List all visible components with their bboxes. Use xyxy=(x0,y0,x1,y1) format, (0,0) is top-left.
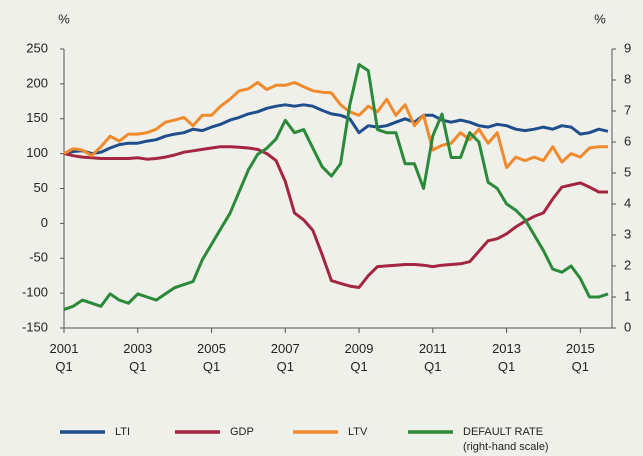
y2-tick-label: 0 xyxy=(624,319,631,334)
y-tick-label: 100 xyxy=(26,145,48,160)
x-tick-label: 2007 Q1 xyxy=(270,341,300,374)
y2-tick-label: 8 xyxy=(624,71,631,86)
y2-tick-label: 4 xyxy=(624,195,631,210)
x-tick-label: 2005 Q1 xyxy=(197,341,226,374)
y2-tick-label: 7 xyxy=(624,102,631,117)
x-tick-label: 2003 Q1 xyxy=(123,341,153,374)
y-tick-label: -150 xyxy=(22,319,48,334)
y-tick-label: 50 xyxy=(34,180,48,195)
x-tick-label: 2001 Q1 xyxy=(49,341,79,374)
y2-tick-label: 3 xyxy=(624,226,631,241)
legend-label: LTV xyxy=(348,426,368,438)
series-line xyxy=(63,81,608,170)
series-line xyxy=(63,63,609,311)
y2-tick-label: 6 xyxy=(624,133,631,148)
series-line xyxy=(63,145,608,289)
x-tick-label: 2011 Q1 xyxy=(418,341,447,374)
y-tick-label: -50 xyxy=(29,250,48,265)
y-tick-label: 250 xyxy=(26,40,48,55)
y-tick-label: -100 xyxy=(22,285,48,300)
y2-unit: % xyxy=(594,11,606,26)
legend-label: GDP xyxy=(230,426,254,438)
series-line xyxy=(63,103,609,156)
y-tick-label: 0 xyxy=(41,215,48,230)
y2-tick-label: 9 xyxy=(624,40,631,55)
legend-label: DEFAULT RATE xyxy=(463,426,543,438)
y-tick-label: 200 xyxy=(26,75,48,90)
x-tick-label: 2015 Q1 xyxy=(565,341,595,374)
y2-tick-label: 1 xyxy=(624,288,631,303)
y-unit: % xyxy=(58,11,70,26)
y-tick-label: 150 xyxy=(26,110,48,125)
x-tick-label: 2013 Q1 xyxy=(492,341,521,374)
y2-tick-label: 2 xyxy=(624,257,631,272)
x-tick-label: 2009 Q1 xyxy=(344,341,374,374)
legend-label: LTI xyxy=(115,426,130,438)
y2-tick-label: 5 xyxy=(624,164,631,179)
legend-note: (right-hand scale) xyxy=(463,441,549,453)
